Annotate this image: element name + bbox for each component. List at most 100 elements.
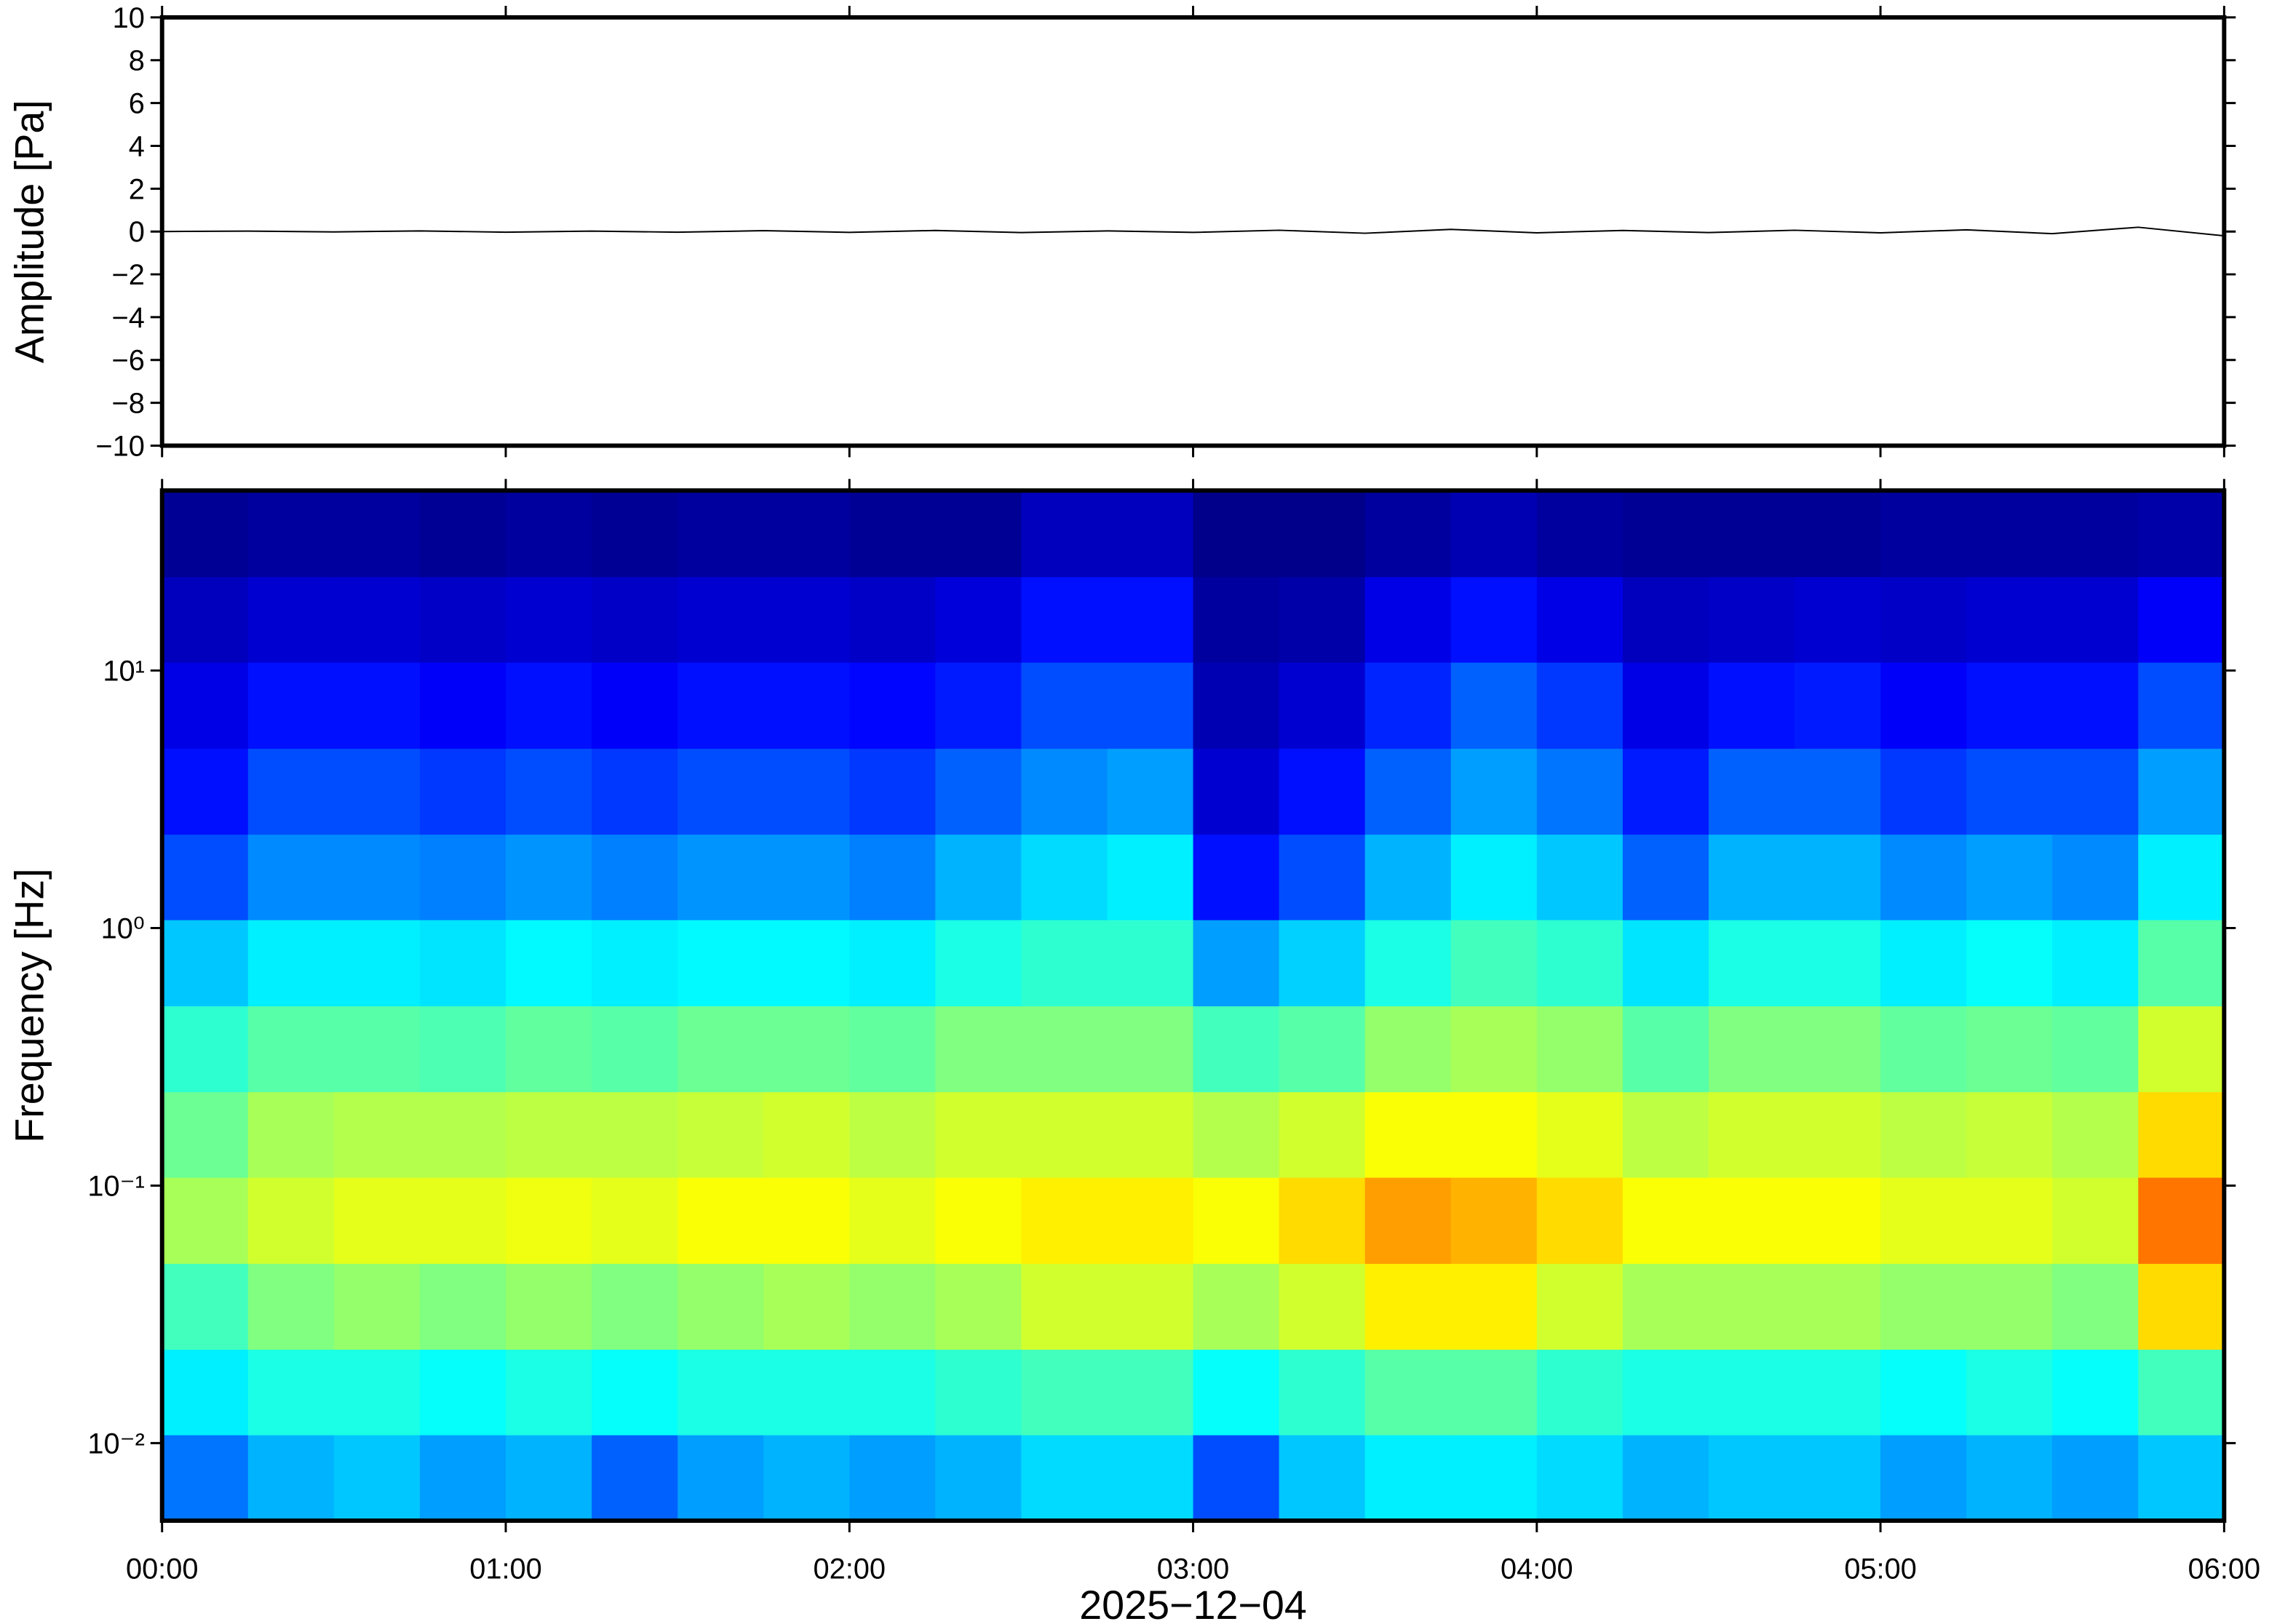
heatmap-cell xyxy=(1364,661,1452,749)
heatmap-cell xyxy=(1450,834,1538,920)
heatmap-cell xyxy=(1364,919,1452,1007)
heatmap-cell xyxy=(1279,576,1366,663)
heatmap-cell xyxy=(1107,661,1194,749)
heatmap-cell xyxy=(1795,1263,1882,1350)
heatmap-cell xyxy=(763,1263,851,1350)
heatmap-cell xyxy=(1880,1006,1968,1093)
heatmap-cell xyxy=(1966,1091,2054,1178)
heatmap-cell xyxy=(1795,576,1882,663)
heatmap-cell xyxy=(849,1091,937,1178)
heatmap-cell xyxy=(1107,1434,1194,1521)
heatmap-cell xyxy=(162,1434,249,1521)
heatmap-cell xyxy=(1021,1177,1108,1265)
heatmap-cell xyxy=(1107,919,1194,1007)
heatmap-cell xyxy=(1622,834,1709,920)
heatmap-cell xyxy=(247,919,335,1007)
heatmap-cell xyxy=(2138,490,2225,578)
heatmap-cell xyxy=(1450,1177,1538,1265)
heatmap-cell xyxy=(1279,919,1366,1007)
heatmap-cell xyxy=(1021,1349,1108,1436)
heatmap-cell xyxy=(677,919,765,1007)
heatmap-cell xyxy=(1795,1434,1882,1521)
heatmap-cell xyxy=(1193,834,1280,920)
heatmap-cell xyxy=(1450,1349,1538,1436)
heatmap-cell xyxy=(2052,1006,2139,1093)
y-tick-label: 10⁻¹ xyxy=(87,1170,144,1202)
heatmap-cell xyxy=(1107,1349,1194,1436)
heatmap-cell xyxy=(247,1091,335,1178)
heatmap-cell xyxy=(1708,1349,1796,1436)
heatmap-cell xyxy=(1966,490,2054,578)
heatmap-cell xyxy=(1708,490,1796,578)
heatmap-cell xyxy=(1622,1177,1709,1265)
x-tick-label: 02:00 xyxy=(814,1553,886,1585)
heatmap-cell xyxy=(1193,1434,1280,1521)
heatmap-cell xyxy=(592,834,679,920)
y-tick-label: 6 xyxy=(129,88,145,120)
y-tick-label: −2 xyxy=(112,259,145,291)
heatmap-cell xyxy=(1364,834,1452,920)
heatmap-cell xyxy=(505,490,593,578)
heatmap-cell xyxy=(419,1263,506,1350)
heatmap-cell xyxy=(935,1349,1022,1436)
heatmap-cell xyxy=(935,490,1022,578)
heatmap-cell xyxy=(1107,576,1194,663)
heatmap-cell xyxy=(1795,1091,1882,1178)
heatmap-cell xyxy=(419,1091,506,1178)
heatmap-cell xyxy=(1279,834,1366,920)
heatmap-cell xyxy=(1107,748,1194,835)
heatmap-cell xyxy=(849,1263,937,1350)
x-tick-label: 06:00 xyxy=(2188,1553,2261,1585)
heatmap-cell xyxy=(1708,1263,1796,1350)
heatmap-cell xyxy=(1880,661,1968,749)
heatmap-cell xyxy=(1880,919,1968,1007)
heatmap-cell xyxy=(1536,1263,1624,1350)
y-tick-label: 4 xyxy=(129,130,145,162)
heatmap-cell xyxy=(1795,834,1882,920)
heatmap-cell xyxy=(1536,1434,1624,1521)
heatmap-cell xyxy=(1021,576,1108,663)
y-tick-label: 10 xyxy=(113,2,145,34)
heatmap-cell xyxy=(1450,748,1538,835)
heatmap-cell xyxy=(1795,1006,1882,1093)
heatmap-cell xyxy=(1364,1177,1452,1265)
heatmap-cell xyxy=(1966,1177,2054,1265)
heatmap-cell xyxy=(162,576,249,663)
heatmap-cell xyxy=(592,1263,679,1350)
heatmap-cell xyxy=(419,1177,506,1265)
heatmap-cell xyxy=(162,1006,249,1093)
heatmap-cell xyxy=(1279,1006,1366,1093)
heatmap-cell xyxy=(419,576,506,663)
heatmap-cell xyxy=(1966,576,2054,663)
heatmap-cell xyxy=(1364,1434,1452,1521)
y-tick-label: 10¹ xyxy=(103,655,144,687)
heatmap-cell xyxy=(1622,576,1709,663)
heatmap-cell xyxy=(763,1434,851,1521)
heatmap-cell xyxy=(2138,576,2225,663)
y-tick-label: 2 xyxy=(129,173,145,205)
heatmap-cell xyxy=(505,1434,593,1521)
heatmap-cell xyxy=(1279,490,1366,578)
heatmap-cell xyxy=(1450,1006,1538,1093)
heatmap-cell xyxy=(935,1434,1022,1521)
heatmap-cell xyxy=(419,1434,506,1521)
heatmap-cell xyxy=(333,919,421,1007)
heatmap-cell xyxy=(1450,919,1538,1007)
heatmap-cell xyxy=(1193,1177,1280,1265)
heatmap-cell xyxy=(1795,661,1882,749)
heatmap-cell xyxy=(2052,1434,2139,1521)
heatmap-cell xyxy=(763,661,851,749)
heatmap-cell xyxy=(849,1349,937,1436)
heatmap-cell xyxy=(763,919,851,1007)
x-axis-label: 2025−12−04 xyxy=(1079,1583,1307,1624)
heatmap-cell xyxy=(592,919,679,1007)
heatmap-cell xyxy=(1450,576,1538,663)
heatmap-cell xyxy=(1364,1263,1452,1350)
heatmap-cell xyxy=(2138,1434,2225,1521)
heatmap-cell xyxy=(1536,1006,1624,1093)
heatmap-cell xyxy=(935,919,1022,1007)
heatmap-cell xyxy=(1021,490,1108,578)
heatmap-cell xyxy=(247,490,335,578)
heatmap-cell xyxy=(763,576,851,663)
